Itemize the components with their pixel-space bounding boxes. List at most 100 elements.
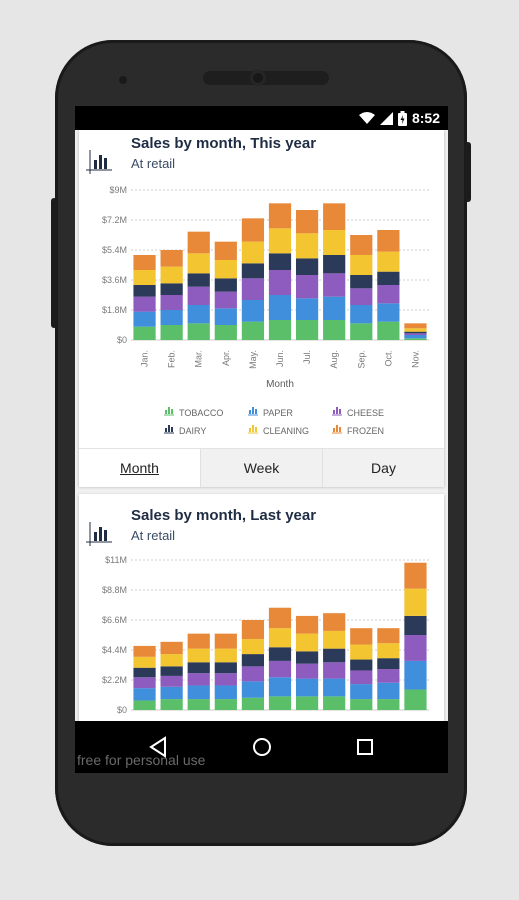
bar-segment-frozen[interactable] — [268, 203, 292, 229]
bar-segment-paper[interactable] — [214, 308, 237, 325]
bar-segment-tobacco[interactable] — [133, 326, 156, 340]
bar-segment-cheese[interactable] — [295, 663, 319, 679]
legend-item-paper[interactable]: PAPER — [248, 407, 293, 418]
bar-segment-cheese[interactable] — [377, 285, 400, 304]
bar-segment-frozen[interactable] — [295, 615, 319, 634]
bar-segment-dairy[interactable] — [241, 654, 265, 667]
bar-segment-frozen[interactable] — [377, 628, 400, 644]
bar-segment-frozen[interactable] — [214, 633, 237, 649]
bar-segment-dairy[interactable] — [295, 651, 319, 664]
bar-segment-cleaning[interactable] — [295, 233, 319, 259]
bar-segment-paper[interactable] — [133, 688, 156, 701]
tab-day[interactable]: Day — [322, 449, 444, 487]
bar-segment-paper[interactable] — [268, 677, 292, 697]
bar-segment-frozen[interactable] — [323, 203, 346, 230]
bar-segment-cleaning[interactable] — [268, 628, 292, 648]
recent-apps-icon[interactable] — [353, 735, 377, 759]
bar-segment-tobacco[interactable] — [268, 320, 292, 340]
bar-segment-cleaning[interactable] — [350, 644, 373, 660]
bar-segment-cleaning[interactable] — [241, 639, 265, 655]
bar-segment-cleaning[interactable] — [323, 230, 346, 255]
bar-segment-dairy[interactable] — [187, 662, 210, 674]
bar-segment-dairy[interactable] — [295, 258, 319, 275]
bar-segment-paper[interactable] — [377, 303, 400, 322]
bar-segment-frozen[interactable] — [241, 620, 265, 640]
legend-item-cheese[interactable]: CHEESE — [332, 407, 384, 418]
bar-segment-frozen[interactable] — [268, 607, 292, 629]
bar-segment-cheese[interactable] — [133, 677, 156, 689]
bar-segment-cleaning[interactable] — [295, 633, 319, 652]
legend-item-frozen[interactable]: FROZEN — [332, 425, 384, 436]
bar-segment-tobacco[interactable] — [214, 699, 237, 710]
bar-segment-cleaning[interactable] — [187, 253, 210, 274]
bar-segment-cheese[interactable] — [133, 296, 156, 312]
bar-segment-cleaning[interactable] — [404, 588, 427, 616]
bar-segment-cleaning[interactable] — [187, 648, 210, 663]
bar-segment-paper[interactable] — [214, 685, 237, 700]
bar-segment-tobacco[interactable] — [377, 321, 400, 340]
bar-segment-tobacco[interactable] — [350, 699, 373, 710]
bar-segment-dairy[interactable] — [187, 273, 210, 287]
bar-segment-dairy[interactable] — [268, 253, 292, 270]
bar-segment-frozen[interactable] — [160, 250, 183, 267]
bar-segment-frozen[interactable] — [160, 641, 183, 655]
bar-segment-cleaning[interactable] — [377, 251, 400, 272]
bar-segment-paper[interactable] — [268, 295, 292, 320]
bar-segment-cheese[interactable] — [323, 662, 346, 679]
bar-segment-dairy[interactable] — [350, 275, 373, 289]
bar-segment-paper[interactable] — [295, 678, 319, 697]
bar-segment-tobacco[interactable] — [295, 320, 319, 340]
bar-segment-dairy[interactable] — [404, 615, 427, 635]
bar-segment-cleaning[interactable] — [133, 656, 156, 668]
bar-segment-cleaning[interactable] — [377, 643, 400, 659]
bar-segment-paper[interactable] — [323, 678, 346, 697]
bar-segment-frozen[interactable] — [187, 231, 210, 254]
bar-segment-cheese[interactable] — [350, 670, 373, 685]
bar-segment-paper[interactable] — [295, 298, 319, 320]
bar-segment-cheese[interactable] — [214, 673, 237, 686]
bar-segment-cheese[interactable] — [295, 275, 319, 299]
bar-segment-frozen[interactable] — [187, 633, 210, 649]
bar-segment-paper[interactable] — [133, 311, 156, 327]
bar-segment-paper[interactable] — [241, 300, 265, 322]
bar-segment-cheese[interactable] — [187, 286, 210, 305]
bar-segment-cleaning[interactable] — [268, 228, 292, 254]
bar-segment-paper[interactable] — [404, 660, 427, 690]
bar-segment-tobacco[interactable] — [241, 321, 265, 340]
bar-segment-frozen[interactable] — [295, 210, 319, 234]
legend-item-tobacco[interactable]: TOBACCO — [164, 407, 223, 418]
bar-segment-cleaning[interactable] — [404, 328, 427, 332]
bar-segment-frozen[interactable] — [133, 645, 156, 657]
bar-segment-cleaning[interactable] — [160, 266, 183, 284]
bar-segment-cleaning[interactable] — [133, 270, 156, 285]
bar-segment-dairy[interactable] — [241, 263, 265, 279]
bar-segment-dairy[interactable] — [214, 662, 237, 674]
bar-segment-cleaning[interactable] — [214, 648, 237, 663]
bar-segment-frozen[interactable] — [214, 241, 237, 260]
bar-segment-dairy[interactable] — [377, 658, 400, 670]
bar-segment-paper[interactable] — [350, 305, 373, 324]
bar-segment-frozen[interactable] — [323, 613, 346, 631]
bar-segment-cheese[interactable] — [404, 333, 427, 335]
bar-segment-tobacco[interactable] — [323, 696, 346, 710]
bar-segment-dairy[interactable] — [323, 255, 346, 274]
bar-segment-tobacco[interactable] — [404, 689, 427, 710]
bar-segment-cheese[interactable] — [214, 291, 237, 309]
bar-segment-cheese[interactable] — [268, 660, 292, 678]
home-icon[interactable] — [250, 735, 274, 759]
bar-segment-paper[interactable] — [323, 296, 346, 320]
bar-segment-cheese[interactable] — [160, 675, 183, 687]
bar-segment-cheese[interactable] — [241, 278, 265, 300]
bar-segment-dairy[interactable] — [404, 331, 427, 334]
bar-segment-dairy[interactable] — [133, 285, 156, 297]
back-icon[interactable] — [147, 735, 171, 759]
tab-week[interactable]: Week — [200, 449, 322, 487]
bar-segment-frozen[interactable] — [404, 323, 427, 329]
bar-segment-frozen[interactable] — [133, 255, 156, 270]
bar-segment-tobacco[interactable] — [295, 696, 319, 710]
bar-segment-paper[interactable] — [350, 684, 373, 700]
bar-segment-dairy[interactable] — [160, 283, 183, 295]
bar-segment-tobacco[interactable] — [404, 338, 427, 340]
bar-segment-frozen[interactable] — [350, 235, 373, 255]
bar-segment-cheese[interactable] — [377, 669, 400, 683]
